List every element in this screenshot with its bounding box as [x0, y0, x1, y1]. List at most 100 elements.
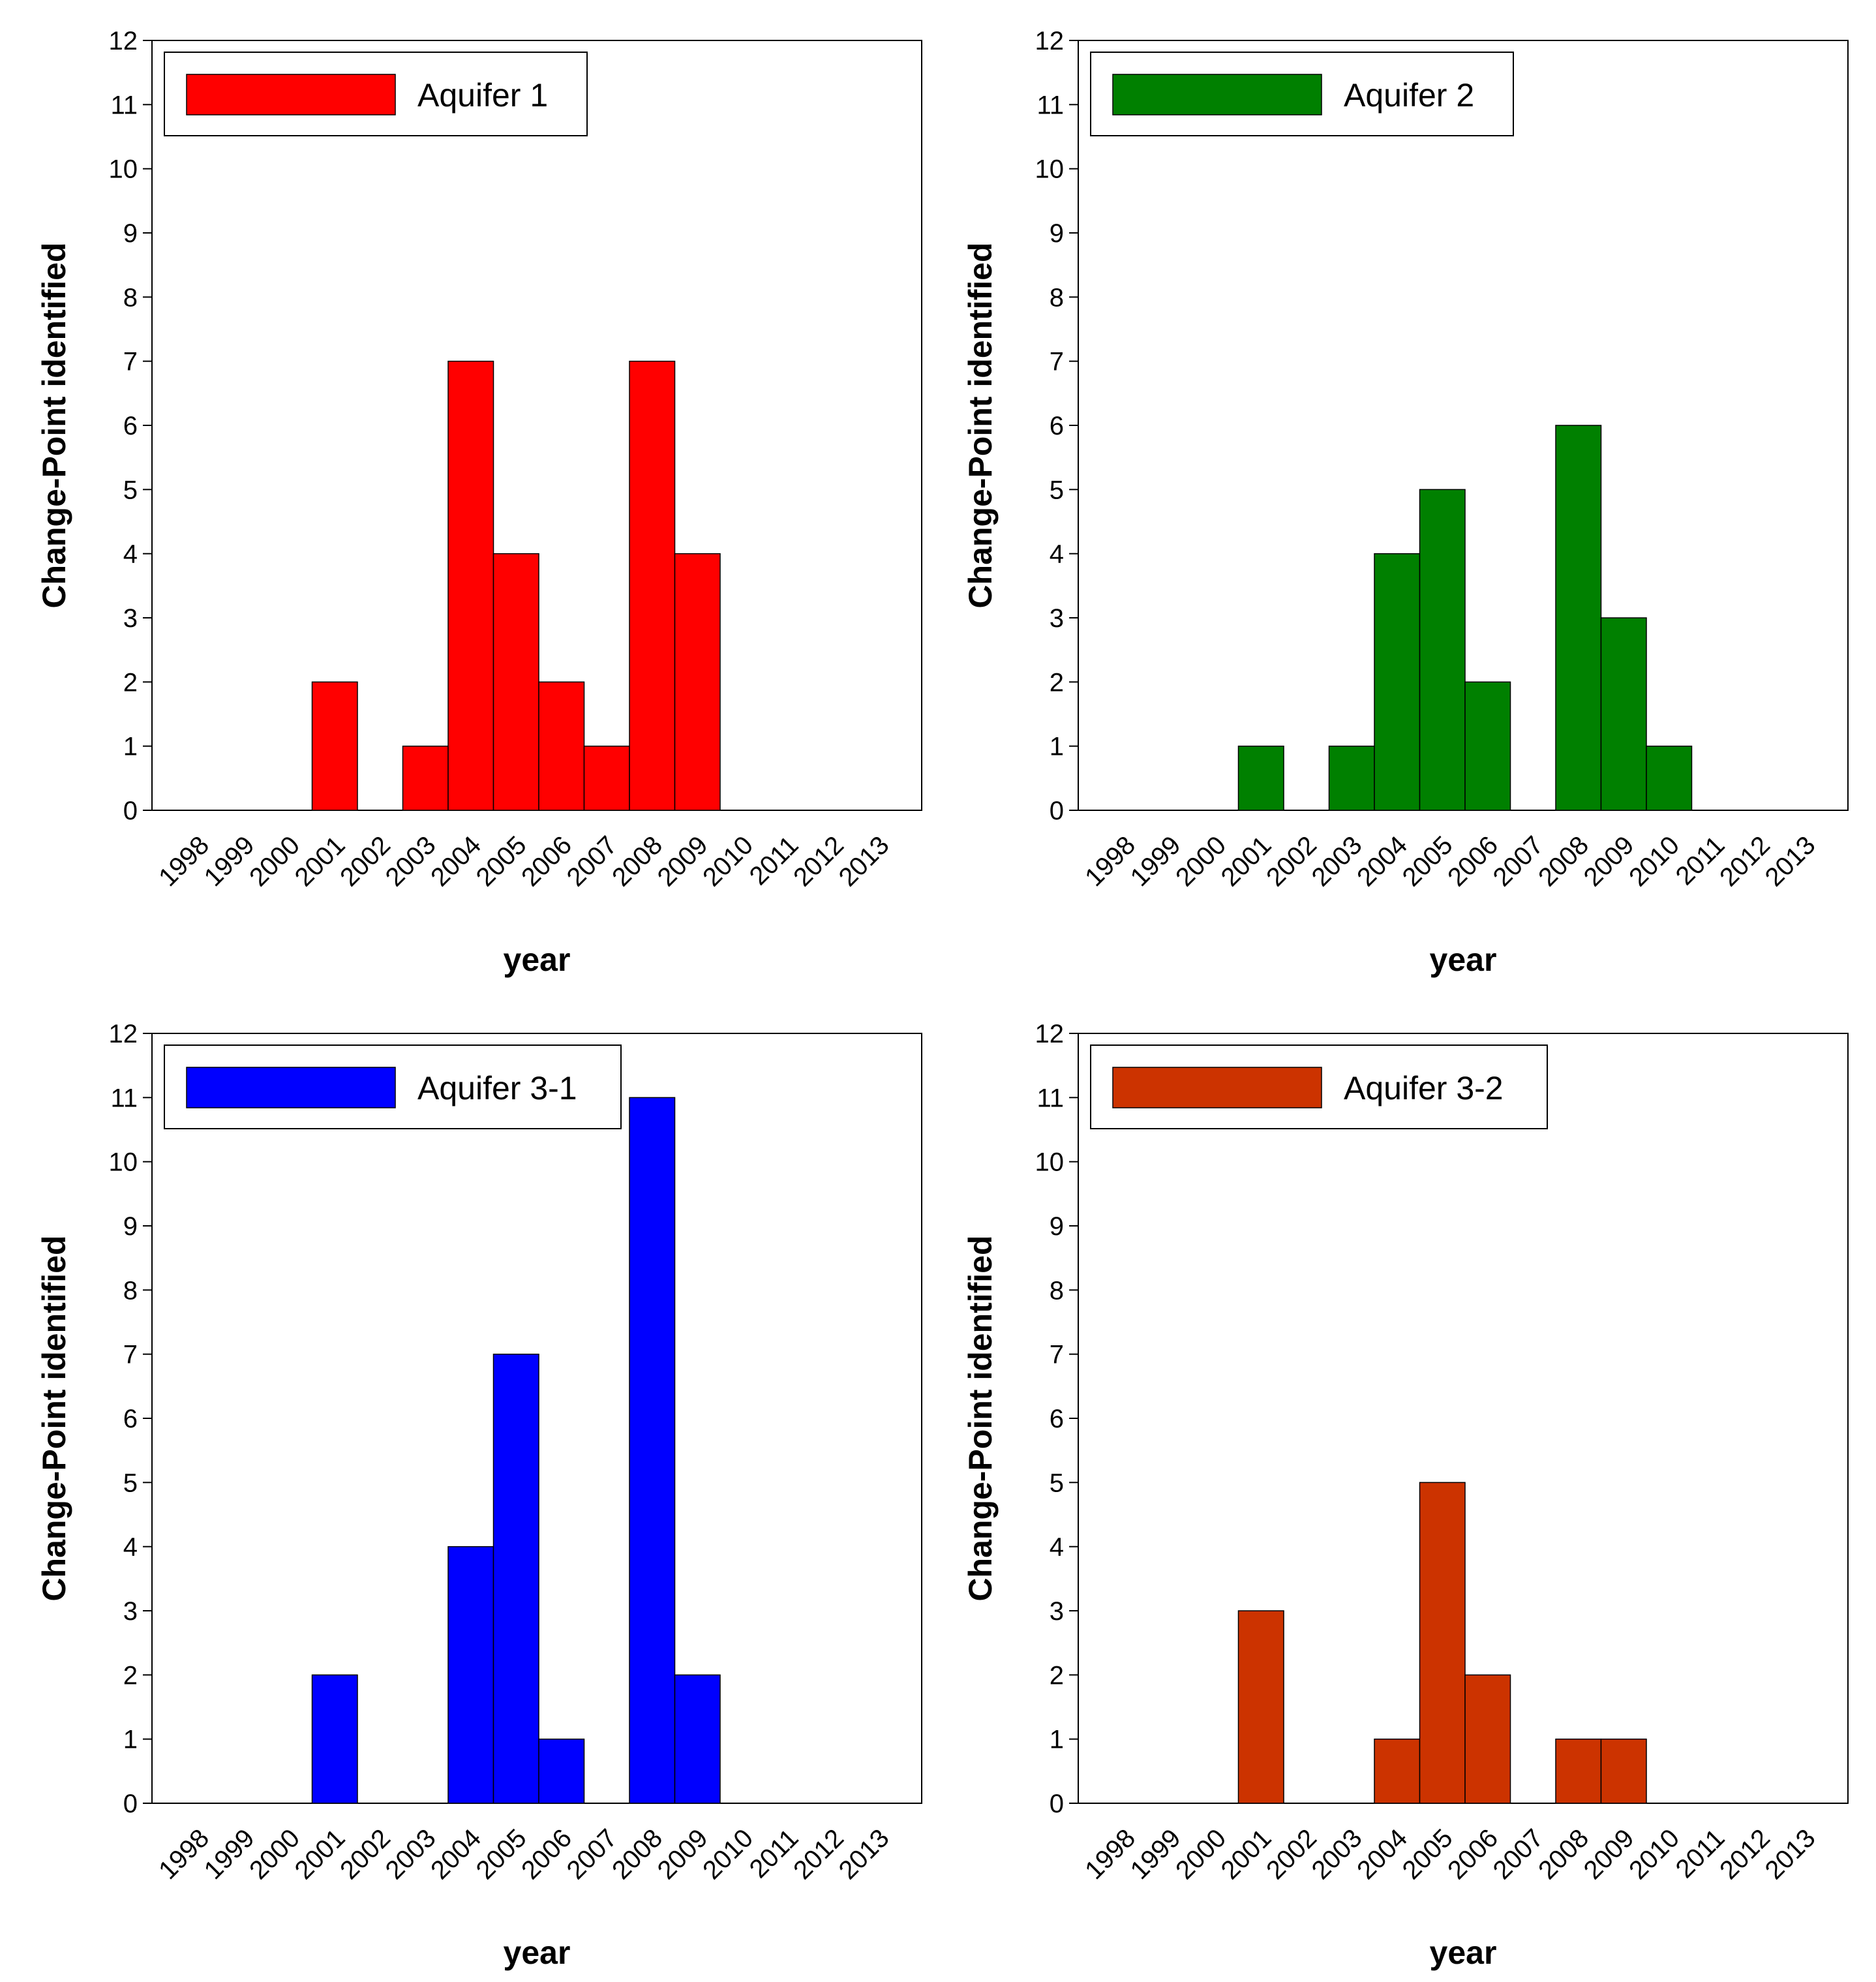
legend-label: Aquifer 2 — [1344, 77, 1474, 114]
x-tick-label: 2002 — [335, 1823, 396, 1885]
x-tick-label: 2000 — [1170, 1823, 1232, 1885]
y-tick-label: 6 — [1050, 412, 1064, 440]
x-tick-label: 2011 — [744, 1823, 804, 1883]
x-tick-label: 2008 — [1533, 831, 1594, 892]
y-tick-label: 2 — [123, 1661, 138, 1690]
bar-2008 — [629, 1097, 676, 1804]
x-tick-label: 2004 — [425, 1823, 487, 1885]
bar-2004 — [1374, 1738, 1421, 1804]
x-tick-label: 2003 — [380, 1823, 442, 1885]
x-tick-label: 2006 — [1442, 831, 1504, 892]
x-tick-label: 2007 — [1488, 1823, 1549, 1885]
bar-2005 — [1419, 1482, 1466, 1804]
y-tick-label: 0 — [1050, 797, 1064, 825]
x-tick-label: 1998 — [153, 831, 215, 892]
x-tick-label: 1998 — [153, 1823, 215, 1885]
bar-2009 — [674, 553, 721, 811]
y-tick-label: 8 — [1050, 283, 1064, 312]
y-tick-label: 0 — [123, 797, 138, 825]
y-tick-label: 6 — [123, 1405, 138, 1433]
y-tick-label: 10 — [109, 1148, 138, 1177]
x-tick-label: 2005 — [471, 1823, 532, 1885]
x-tick-label: 2006 — [1442, 1823, 1504, 1885]
y-tick-label: 1 — [1050, 733, 1064, 761]
x-tick-label: 2005 — [471, 831, 532, 892]
bars — [311, 360, 721, 811]
x-tick-label: 2012 — [788, 831, 849, 892]
bar-2007 — [583, 745, 630, 811]
x-tick-label: 2005 — [1397, 1823, 1459, 1885]
x-tick-label: 2008 — [607, 1823, 668, 1885]
x-tick-label: 2010 — [697, 1823, 759, 1885]
y-tick-label: 11 — [110, 1084, 138, 1112]
x-tick-label: 2000 — [1170, 831, 1232, 892]
x-tick-label: 2007 — [562, 1823, 623, 1885]
y-tick-label: 9 — [1050, 219, 1064, 248]
y-tick-label: 11 — [1036, 91, 1064, 119]
y-tick-label: 0 — [123, 1790, 138, 1818]
y-tick-label: 5 — [123, 1469, 138, 1497]
bar-2005 — [1419, 489, 1466, 811]
y-tick-label: 4 — [1050, 1533, 1064, 1562]
legend-label: Aquifer 1 — [417, 77, 548, 114]
x-axis: 1998199920002001200220032004200520062007… — [153, 831, 895, 892]
x-tick-label: 2003 — [380, 831, 442, 892]
x-tick-label: 2001 — [1216, 1823, 1277, 1885]
bar-2004 — [447, 360, 494, 811]
x-tick-label: 2012 — [1714, 1823, 1776, 1885]
y-tick-label: 4 — [123, 540, 138, 569]
y-tick-label: 9 — [1050, 1212, 1064, 1241]
bar-2001 — [311, 681, 358, 811]
y-tick-label: 10 — [109, 155, 138, 184]
bar-2006 — [1464, 681, 1511, 811]
y-tick-label: 3 — [1050, 604, 1064, 633]
x-tick-label: 2008 — [1533, 1823, 1594, 1885]
x-axis-title: year — [504, 1934, 571, 1971]
legend: Aquifer 2 — [1090, 52, 1514, 136]
bar-2005 — [492, 1353, 539, 1804]
x-tick-label: 2011 — [1671, 1823, 1731, 1883]
y-tick-label: 0 — [1050, 1790, 1064, 1818]
bar-2001 — [311, 1674, 358, 1804]
bar-2004 — [1374, 553, 1421, 811]
x-axis-title: year — [1430, 941, 1497, 978]
x-tick-label: 2004 — [1352, 831, 1413, 892]
bar-2004 — [447, 1546, 494, 1804]
y-tick-label: 4 — [123, 1533, 138, 1562]
x-tick-label: 1998 — [1080, 1823, 1141, 1885]
x-tick-label: 2003 — [1307, 1823, 1368, 1885]
x-tick-label: 2009 — [652, 831, 714, 892]
y-tick-label: 1 — [123, 733, 138, 761]
y-tick-label: 6 — [1050, 1405, 1064, 1433]
x-tick-label: 2007 — [1488, 831, 1549, 892]
bar-2003 — [1328, 745, 1375, 811]
x-tick-label: 2006 — [516, 1823, 577, 1885]
bar-2003 — [402, 745, 449, 811]
y-tick-label: 12 — [109, 27, 138, 55]
x-tick-label: 2007 — [562, 831, 623, 892]
bar-2010 — [1646, 745, 1693, 811]
bar-2008 — [1555, 1738, 1602, 1804]
x-tick-label: 2013 — [1760, 831, 1821, 892]
y-tick-label: 10 — [1035, 155, 1065, 184]
y-tick-label: 11 — [1036, 1084, 1064, 1112]
x-axis-title: year — [504, 941, 571, 978]
y-tick-label: 12 — [109, 1020, 138, 1048]
bars — [311, 1097, 721, 1804]
y-tick-label: 5 — [123, 476, 138, 504]
x-tick-label: 2005 — [1397, 831, 1459, 892]
y-tick-label: 6 — [123, 412, 138, 440]
x-tick-label: 2000 — [244, 831, 305, 892]
x-tick-label: 1999 — [1125, 1823, 1187, 1885]
bars — [1237, 425, 1693, 811]
x-axis-title: year — [1430, 1934, 1497, 1971]
x-tick-label: 2009 — [1579, 1823, 1640, 1885]
legend-swatch — [186, 74, 396, 115]
y-tick-label: 7 — [123, 1341, 138, 1369]
legend-swatch — [1112, 74, 1322, 115]
bar-2009 — [674, 1674, 721, 1804]
